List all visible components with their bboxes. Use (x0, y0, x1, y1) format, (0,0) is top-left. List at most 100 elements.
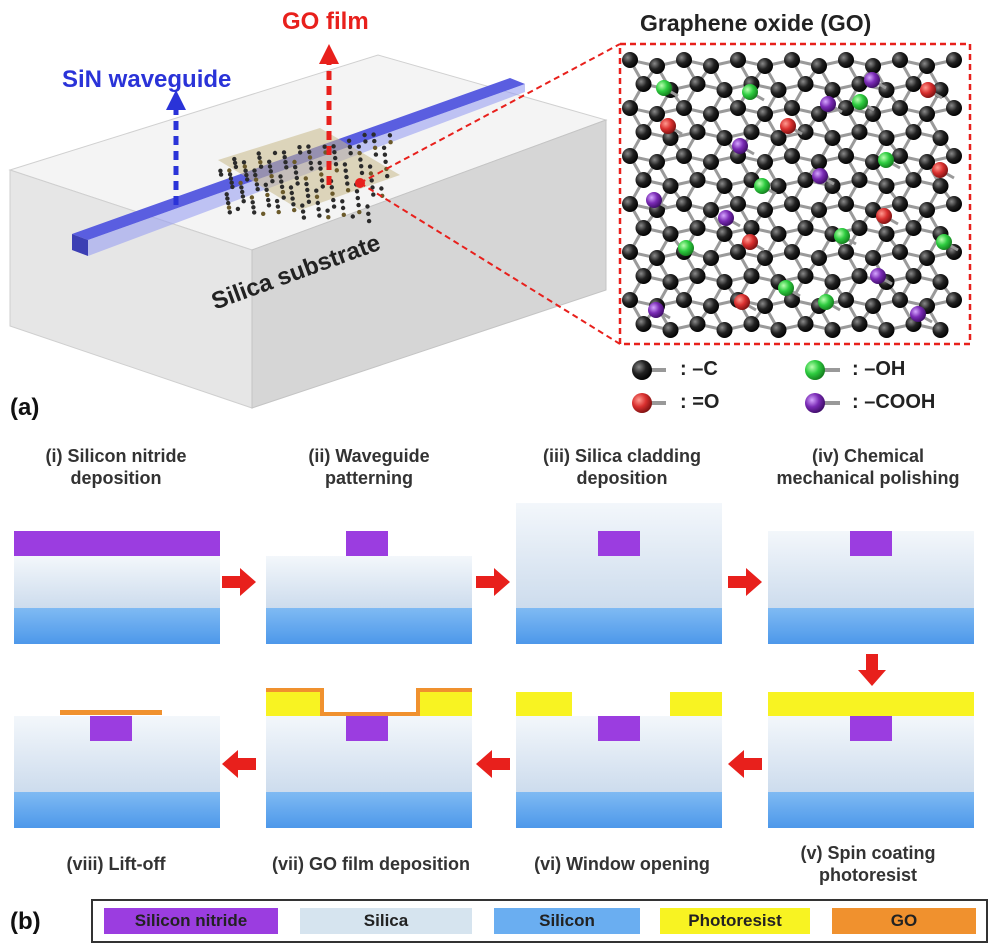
step-1-label: (i) Silicon nitride deposition (0, 445, 232, 489)
go-flake-atom (349, 151, 353, 155)
go-flake-atom (308, 155, 312, 159)
go-flake-atom (279, 179, 283, 183)
carbon-atom (784, 148, 800, 164)
go-flake-atom (251, 200, 255, 204)
go-flake-atom (316, 201, 320, 205)
carbon-atom (865, 58, 881, 74)
carbon-atom (919, 106, 935, 122)
go-flake-atom (252, 168, 256, 172)
go-flake-atom (344, 175, 348, 179)
carbon-atom (933, 178, 949, 194)
go-flake-atom (306, 194, 310, 198)
carbon-atom (852, 268, 868, 284)
go-flake-atom (228, 172, 232, 176)
carbon-atom (825, 322, 841, 338)
go-flake-atom (317, 213, 321, 217)
go-flake-atom (371, 192, 375, 196)
carbon-atom (879, 130, 895, 146)
panel-b-label: (b) (10, 908, 41, 936)
go-flake-atom (385, 174, 389, 178)
go-film-arrow-head (319, 44, 339, 64)
carbon-atom (703, 250, 719, 266)
carbon-atom (919, 58, 935, 74)
silica-layer (14, 556, 220, 608)
go-flake-atom (333, 156, 337, 160)
go-flake-atom (330, 192, 334, 196)
go-flake-atom (242, 199, 246, 203)
go-flake-atom (232, 157, 236, 161)
go-flake-atom (365, 204, 369, 208)
go-flake-atom (230, 181, 234, 185)
functional-group-atom (732, 138, 748, 154)
silicon-layer (14, 608, 220, 644)
go-flake-atom (234, 165, 238, 169)
carbon-atom (757, 58, 773, 74)
legend-text-photoresist: Photoresist (660, 909, 810, 933)
go-flake-atom (309, 161, 313, 165)
silicon-nitride-layer (598, 531, 640, 556)
carbon-atom (784, 52, 800, 68)
go-flake-atom (265, 193, 269, 197)
silicon-layer (516, 792, 722, 828)
step-5-label: (v) Spin coating photoresist (750, 842, 986, 886)
go-flake-atom (298, 150, 302, 154)
go-flake-atom (251, 205, 255, 209)
go-flake-atom (261, 212, 265, 216)
go-flake-atom (370, 178, 374, 182)
carbon-atom (757, 154, 773, 170)
carbon-atom (784, 196, 800, 212)
carbon-atom (919, 250, 935, 266)
carbon-atom (811, 58, 827, 74)
go-flake-atom (360, 171, 364, 175)
carbon-atom (717, 130, 733, 146)
carbon-atom (690, 316, 706, 332)
functional-group-atom (648, 302, 664, 318)
functional-group-atom (742, 234, 758, 250)
carbon-atom (636, 220, 652, 236)
go-flake-atom (219, 172, 223, 176)
go-flake-atom (236, 207, 240, 211)
go-flake-atom (320, 178, 324, 182)
carbon-atom (649, 250, 665, 266)
atom-legend-oxygen: : =O (680, 391, 719, 414)
go-flake-atom (319, 172, 323, 176)
go-flake-atom (334, 162, 338, 166)
step-3-label: (iii) Silica cladding deposition (506, 445, 738, 489)
carbon-atom (663, 274, 679, 290)
go-flake-atom (363, 139, 367, 143)
silicon-nitride-layer (90, 716, 132, 741)
functional-group-atom (780, 118, 796, 134)
go-flake-atom (239, 185, 243, 189)
go-flake-atom (257, 151, 261, 155)
go-flake-atom (241, 194, 245, 198)
silicon-layer (266, 792, 472, 828)
go-flake-atom (325, 209, 329, 213)
process-steps (14, 503, 974, 828)
carbon-atom (703, 298, 719, 314)
go-flake-atom (297, 145, 301, 149)
go-flake-atom (301, 209, 305, 213)
photoresist-layer (768, 692, 974, 716)
go-flake-atom (373, 146, 377, 150)
go-flake-atom (345, 181, 349, 185)
carbon-atom (825, 82, 841, 98)
go-flake-atom (225, 192, 229, 196)
carbon-atom (676, 100, 692, 116)
carbon-atom (946, 148, 962, 164)
atom-legend-carbon: : –C (680, 358, 718, 381)
carbon-atom (852, 316, 868, 332)
go-film-layer (60, 710, 162, 715)
go-flake-atom (270, 179, 274, 183)
go-flake-atom (276, 204, 280, 208)
go-flake-atom (351, 214, 355, 218)
functional-group-atom (678, 240, 694, 256)
functional-group-atom (718, 210, 734, 226)
go-flake-atom (252, 210, 256, 214)
go-flake-atom (255, 182, 259, 186)
carbon-atom (811, 250, 827, 266)
go-flake-atom (304, 176, 308, 180)
carbon-atom (636, 124, 652, 140)
process-arrow (728, 568, 762, 596)
carbon-atom (946, 100, 962, 116)
carbon-atom (757, 298, 773, 314)
